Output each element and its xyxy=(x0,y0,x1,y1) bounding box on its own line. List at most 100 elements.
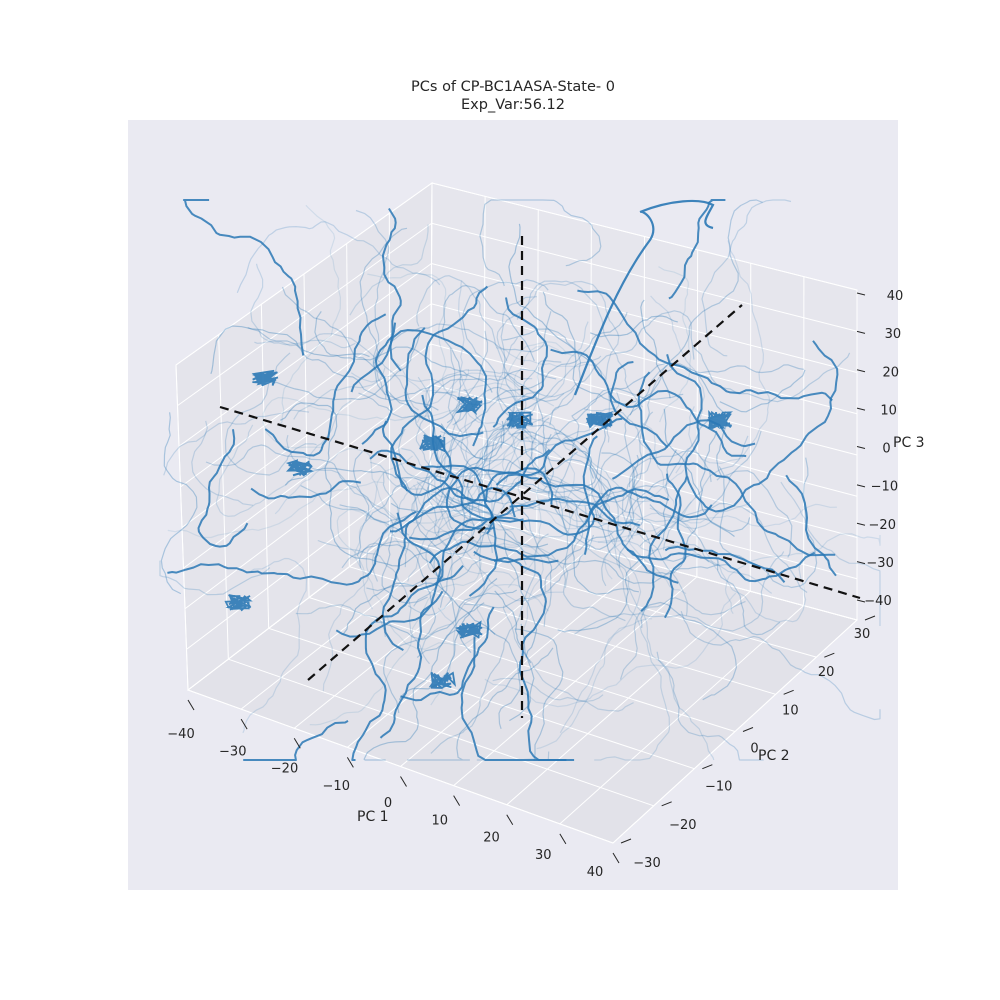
trajectory-line xyxy=(390,499,472,515)
x-tick-label: −40 xyxy=(167,727,194,742)
trajectory-line xyxy=(428,488,670,564)
trajectory-line xyxy=(440,420,505,460)
trajectory-line xyxy=(404,449,452,568)
trajectory-cluster xyxy=(428,671,457,690)
trajectory-line xyxy=(280,402,431,567)
trajectory-line xyxy=(628,469,687,595)
trajectory-line xyxy=(336,508,483,650)
trajectory-line xyxy=(701,199,792,357)
x-tick-label: 0 xyxy=(384,796,392,811)
trajectory-line xyxy=(415,369,533,530)
trajectory-line xyxy=(500,437,576,539)
trajectory-line xyxy=(413,472,563,569)
trajectory-cluster xyxy=(707,410,734,429)
trajectory-line xyxy=(406,647,554,761)
trajectory-line xyxy=(717,558,781,636)
trajectory-line xyxy=(649,504,751,533)
y-tick-mark xyxy=(661,801,672,807)
trajectory-line xyxy=(503,416,655,503)
trajectory-line xyxy=(254,333,419,411)
trajectory-line xyxy=(584,453,619,587)
trajectory-line xyxy=(463,534,594,609)
trajectory-line xyxy=(719,369,806,413)
x-tick-mark xyxy=(187,699,195,711)
x-tick-mark xyxy=(453,795,461,806)
z-tick-mark xyxy=(856,522,866,526)
x-tick-label: 40 xyxy=(587,865,604,880)
z-tick-mark xyxy=(856,369,866,373)
trajectory-line xyxy=(264,313,387,457)
grid-line-y xyxy=(228,658,654,807)
trajectory-line xyxy=(629,199,763,416)
grid-line-x-wall xyxy=(482,196,486,520)
z-tick-label: −30 xyxy=(866,556,893,571)
trajectory-line xyxy=(314,311,493,393)
grid-line-x-wall xyxy=(536,209,539,534)
trajectory-line xyxy=(571,532,639,595)
trajectory-line xyxy=(447,347,534,509)
trajectory-line xyxy=(367,272,447,391)
z-tick-label: 10 xyxy=(880,403,897,418)
trajectory-line xyxy=(491,473,595,566)
trajectory-line xyxy=(686,340,839,513)
trajectory-line xyxy=(224,352,317,476)
trajectory-cluster xyxy=(455,396,483,416)
trajectory-line xyxy=(182,199,305,356)
trajectory-line xyxy=(359,227,439,411)
grid-line-y xyxy=(349,566,776,695)
trajectory-line xyxy=(577,289,833,402)
trajectory-cluster xyxy=(251,369,279,387)
x-tick-label: 20 xyxy=(483,831,500,846)
y-axis-label: PC 2 xyxy=(758,748,790,764)
trajectory-line xyxy=(411,330,489,515)
trajectory-line xyxy=(514,482,688,616)
trajectory-cluster xyxy=(585,411,614,431)
trajectory-line xyxy=(274,448,378,610)
y-tick-mark xyxy=(742,727,754,732)
trajectory-line xyxy=(492,677,634,712)
trajectory-line xyxy=(355,209,390,400)
trajectory-outlier xyxy=(573,199,715,396)
trajectory-line xyxy=(780,481,881,626)
trajectory-line xyxy=(342,582,496,635)
trajectory-line xyxy=(560,479,773,594)
trajectory-line xyxy=(692,346,851,403)
trajectory-line xyxy=(191,420,254,506)
z-tick-mark xyxy=(856,407,866,411)
trajectory-cluster xyxy=(454,620,483,639)
trajectory-line xyxy=(502,328,582,426)
trajectory-line xyxy=(262,397,468,449)
grid-line-y xyxy=(268,627,695,770)
data-trajectories xyxy=(159,199,881,761)
x-tick-mark xyxy=(400,776,407,787)
z-tick-label: 30 xyxy=(885,327,902,342)
x-tick-mark xyxy=(346,757,354,768)
trajectory-line xyxy=(373,311,552,364)
trajectory-line xyxy=(536,618,653,750)
trajectory-line xyxy=(716,470,793,558)
z-tick-mark xyxy=(856,292,866,296)
x-axis-label: PC 1 xyxy=(357,809,389,825)
trajectory-line xyxy=(493,557,575,761)
trajectory-line xyxy=(626,548,816,583)
trajectory-line xyxy=(473,550,559,564)
trajectory-line xyxy=(640,601,737,701)
trajectory-line xyxy=(479,199,602,287)
trajectory-line xyxy=(363,602,485,761)
trajectory-line xyxy=(350,372,516,462)
x-tick-mark xyxy=(612,852,620,864)
trajectory-line xyxy=(430,607,456,706)
x-tick-mark xyxy=(559,833,567,845)
z-tick-label: −40 xyxy=(864,594,891,609)
chart-title: PCs of CP-BC1AASA-State- 0 xyxy=(411,79,615,95)
trajectory-line xyxy=(293,367,386,420)
trajectory-line xyxy=(197,429,249,548)
trajectory-line xyxy=(639,503,808,593)
trajectory-line xyxy=(335,512,442,638)
trajectory-line xyxy=(439,388,542,520)
trajectory-line xyxy=(649,507,807,623)
z-tick-mark xyxy=(856,484,866,488)
trajectory-line xyxy=(381,420,452,496)
y-tick-label: −20 xyxy=(669,818,696,833)
chart-title-block: PCs of CP-BC1AASA-State- 0 Exp_Var:56.12 xyxy=(0,78,1000,114)
